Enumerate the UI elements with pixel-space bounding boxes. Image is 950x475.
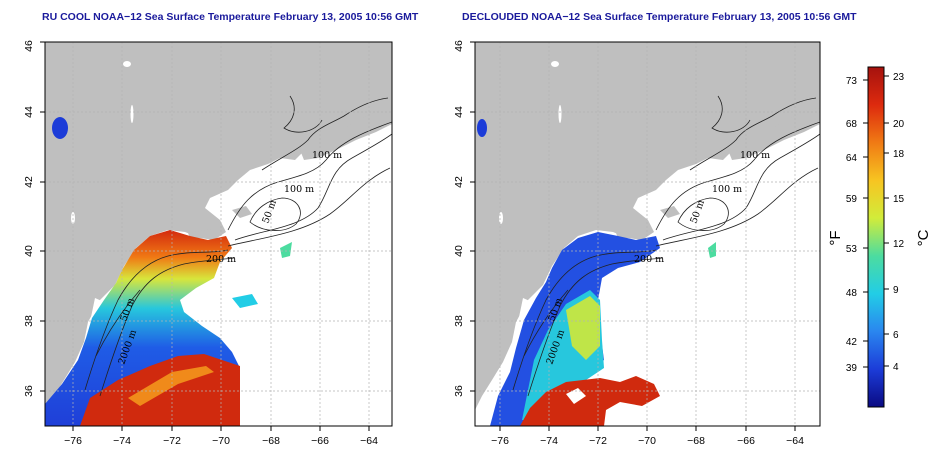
celsius-tick-labels: 23 20 18 15 12 9 6 4: [893, 72, 905, 373]
y-tick-label: 36: [23, 385, 35, 397]
celsius-tick: 6: [893, 330, 899, 341]
y-tick-label: 42: [23, 176, 35, 188]
contour-label: 100 m: [312, 150, 342, 161]
axis-ticks-left: [40, 41, 370, 431]
sst-cyan-patch: [280, 242, 292, 258]
x-tick-label: −64: [360, 435, 378, 447]
bathymetry-contours: [84, 95, 392, 397]
contour-label: 100 m: [740, 150, 770, 161]
y-tick-label: 38: [453, 315, 465, 327]
long-island: [616, 229, 650, 238]
nova-scotia: [728, 108, 820, 160]
fahrenheit-tick: 59: [846, 194, 858, 205]
x-tick-label: −68: [687, 435, 705, 447]
y-tick-labels-left: 36 38 40 42 44 46: [23, 40, 35, 397]
fahrenheit-tick: 42: [846, 337, 858, 348]
x-tick-label: −76: [64, 435, 82, 447]
lake: [123, 61, 131, 67]
x-tick-label: −68: [262, 435, 280, 447]
sst-streak: [128, 366, 214, 406]
x-tick-label: −64: [786, 435, 804, 447]
lake: [551, 61, 559, 67]
fahrenheit-unit-label: °F: [827, 230, 844, 245]
map-title-right: DECLOUDED NOAA−12 Sea Surface Temperatur…: [462, 11, 857, 23]
y-tick-label: 46: [453, 40, 465, 52]
long-island: [188, 229, 222, 238]
axis-ticks-right: [470, 41, 796, 431]
fahrenheit-tick: 73: [846, 76, 858, 87]
fahrenheit-tick: 68: [846, 119, 858, 130]
lake: [130, 105, 134, 123]
x-tick-label: −74: [540, 435, 558, 447]
celsius-tick: 4: [893, 362, 899, 373]
fahrenheit-tick: 48: [846, 288, 858, 299]
chesapeake-bay: [512, 298, 532, 350]
bathymetry-contours: [512, 95, 820, 397]
map-frame: [44, 41, 393, 427]
cape-cod: [232, 206, 252, 218]
colorbar-scale: [867, 66, 885, 408]
x-tick-label: −66: [737, 435, 755, 447]
x-tick-label: −70: [212, 435, 230, 447]
x-tick-label: −74: [113, 435, 131, 447]
x-tick-label: −70: [638, 435, 656, 447]
grid-lines-left: [45, 42, 392, 426]
celsius-tick: 20: [893, 119, 905, 130]
fahrenheit-tick-labels: 73 68 64 59 53 48 42 39: [846, 76, 858, 374]
sst-warm-hole: [566, 388, 586, 404]
land-mass: [45, 42, 392, 410]
contour-label: 100 m: [284, 184, 314, 195]
celsius-tick: 15: [893, 194, 905, 205]
lake: [477, 119, 487, 137]
sst-yellow-patch: [566, 296, 600, 360]
sst-warm-core: [520, 376, 660, 426]
celsius-tick: 18: [893, 149, 905, 160]
y-tick-label: 42: [453, 176, 465, 188]
sst-cyan-patch: [232, 294, 258, 308]
y-tick-label: 38: [23, 315, 35, 327]
lake: [558, 105, 562, 123]
map-title-left: RU COOL NOAA−12 Sea Surface Temperature …: [42, 11, 419, 23]
contour-label: 100 m: [712, 184, 742, 195]
y-tick-label: 40: [23, 245, 35, 257]
sst-map-left: 100 m 100 m 50 m 200 m 50 m 2000 m −76 −…: [23, 40, 393, 447]
contour-label: 200 m: [206, 254, 236, 265]
contour-label: 200 m: [634, 254, 664, 265]
y-tick-label: 40: [453, 245, 465, 257]
sst-map-right: 100 m 100 m 50 m 200 m 50 m 2000 m −76 −…: [453, 40, 821, 447]
nova-scotia: [300, 108, 392, 160]
x-tick-label: −72: [163, 435, 181, 447]
grid-lines-right: [475, 42, 820, 426]
celsius-tick: 12: [893, 239, 905, 250]
celsius-tick: 23: [893, 72, 905, 83]
lake: [52, 117, 68, 139]
x-tick-label: −72: [589, 435, 607, 447]
land-mass: [475, 42, 820, 410]
celsius-tick: 9: [893, 285, 899, 296]
x-tick-labels-left: −76 −74 −72 −70 −68 −66 −64: [64, 435, 378, 447]
y-tick-label: 36: [453, 385, 465, 397]
lake: [499, 212, 503, 224]
cape-cod: [660, 206, 680, 218]
y-tick-label: 44: [23, 106, 35, 118]
y-tick-labels-right: 36 38 40 42 44 46: [453, 40, 465, 397]
x-tick-label: −66: [311, 435, 329, 447]
x-tick-labels-right: −76 −74 −72 −70 −68 −66 −64: [491, 435, 804, 447]
fahrenheit-tick: 64: [846, 153, 858, 164]
temperature-colorbar: 73 68 64 59 53 48 42 39 23 20 18 15 12 9…: [827, 66, 932, 408]
x-tick-label: −76: [491, 435, 509, 447]
y-tick-label: 44: [453, 106, 465, 118]
y-tick-label: 46: [23, 40, 35, 52]
celsius-unit-label: °C: [915, 229, 932, 246]
colorbar-ticks: [863, 75, 889, 368]
sst-cyan-patch: [708, 242, 716, 258]
fahrenheit-tick: 39: [846, 363, 858, 374]
fahrenheit-tick: 53: [846, 244, 858, 255]
